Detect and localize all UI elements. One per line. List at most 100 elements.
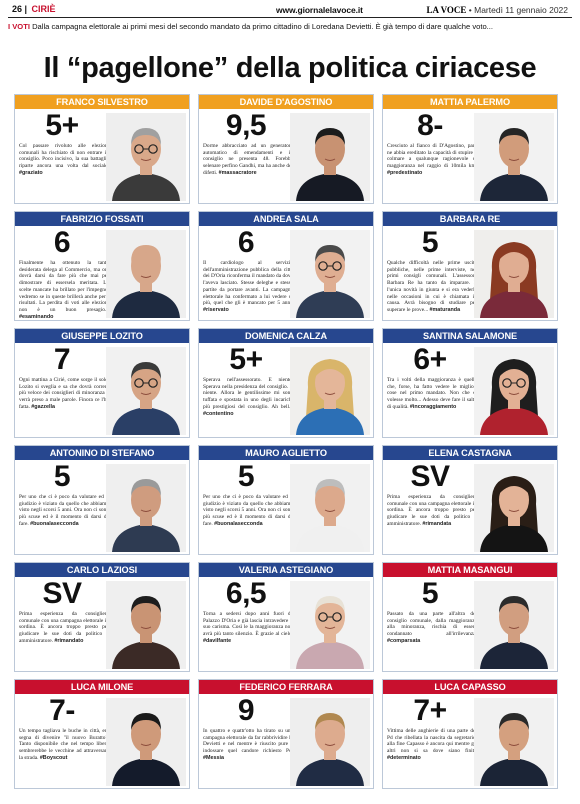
grade-score: 9,5: [225, 109, 267, 142]
grade-score: 7+: [413, 694, 447, 727]
grade-score: SV: [42, 577, 82, 610]
photo-frame: [290, 698, 370, 786]
politician-name: ANDREA SALA: [199, 212, 373, 226]
review-text: Ogni mattina a Cirié, come sorge il sole…: [19, 377, 109, 410]
portrait-photo: [106, 230, 186, 318]
photo-frame: [290, 113, 370, 201]
politician-card: MATTIA MASANGUI 5 Passato da una parte all…: [382, 562, 558, 672]
portrait-photo: [474, 113, 554, 201]
photo-frame: [106, 347, 186, 435]
photo-frame: [106, 113, 186, 201]
review-hashtag: #davilfante: [203, 637, 232, 644]
photo-frame: [474, 698, 554, 786]
politician-card: FRANCO SILVESTRO 5+ Col passare rivoluto a…: [14, 94, 190, 204]
review-text: Prima esperienza da consigliere comunale…: [387, 494, 477, 527]
grade-score: 5: [421, 226, 439, 259]
politician-card: ELENA CASTAGNA SV Prima esperienza da cons…: [382, 445, 558, 555]
review-hashtag: #rimandata: [422, 520, 452, 527]
review-text: Finalmente ha ottenuto la tanto desidera…: [19, 260, 109, 320]
photo-frame: [474, 230, 554, 318]
review-hashtag: #maturanda: [429, 306, 461, 313]
review-hashtag: #esaminando: [19, 313, 54, 320]
review-text: Vittima delle anghierie di una parte del…: [387, 728, 477, 761]
politician-card: MAURO AGLIETTO 5 Per uno che ci è poco da …: [198, 445, 374, 555]
site-url: www.giornalelavoce.it: [276, 5, 363, 15]
review-hashtag: #rimandato: [54, 637, 84, 644]
review-hashtag: #Boyscout: [39, 754, 68, 761]
photo-frame: [106, 230, 186, 318]
portrait-photo: [106, 698, 186, 786]
subtitle-text: Dalla campagna elettorale ai primi mesi …: [29, 22, 494, 31]
grade-score: 5+: [45, 109, 79, 142]
grade-score: 8-: [417, 109, 443, 142]
politician-card: MATTIA PALERMO 8- Cresciuto al fianco di D…: [382, 94, 558, 204]
politician-name: FEDERICO FERRARA: [199, 680, 373, 694]
review-hashtag: #predestinato: [387, 169, 423, 176]
politician-name: SANTINA SALAMONE: [383, 329, 557, 343]
politician-name: MAURO AGLIETTO: [199, 446, 373, 460]
grade-score: 6: [237, 226, 255, 259]
page-header: 26 | CIRIÈ www.giornalelavoce.it LA VOCE…: [0, 0, 580, 44]
photo-frame: [474, 581, 554, 669]
politician-card: DOMENICA CALZA 5+ Sperava nell'assessorato…: [198, 328, 374, 438]
review-text: Passato da una parte all'altra del consi…: [387, 611, 477, 644]
review-hashtag: #determinato: [387, 754, 421, 761]
politician-card: GIUSEPPE LOZITO 7 Ogni mattina a Cirié, co…: [14, 328, 190, 438]
grade-score: 6+: [413, 343, 447, 376]
header-bar: 26 | CIRIÈ www.giornalelavoce.it LA VOCE…: [8, 0, 572, 18]
photo-frame: [106, 464, 186, 552]
portrait-photo: [474, 347, 554, 435]
portrait-photo: [474, 464, 554, 552]
page-number: 26 | CIRIÈ: [12, 4, 56, 14]
politician-name: CARLO LAZIOSI: [15, 563, 189, 577]
politician-name: GIUSEPPE LOZITO: [15, 329, 189, 343]
review-hashtag: #graziato: [19, 169, 43, 176]
politician-name: LUCA MILONE: [15, 680, 189, 694]
paper-name: LA VOCE: [426, 5, 467, 15]
review-text: Il cardiologo al servizio dell'amministr…: [203, 260, 293, 313]
review-text: Qualche difficoltà nelle prime uscite pu…: [387, 260, 477, 313]
review-text: Torna a sedersi dopo anni fuori da Palaz…: [203, 611, 293, 644]
review-hashtag: #buonalasecconda: [30, 520, 79, 527]
politician-card: LUCA CAPASSO 7+ Vittima delle anghierie di…: [382, 679, 558, 789]
grade-score: 5+: [229, 343, 263, 376]
review-text: Un tempo tagliava le buche in città, era…: [19, 728, 109, 761]
politician-name: ANTONINO DI STEFANO: [15, 446, 189, 460]
photo-frame: [290, 347, 370, 435]
review-text: In quattro e quattr'otto ha tirato su un…: [203, 728, 293, 761]
portrait-photo: [474, 698, 554, 786]
subtitle-tag: I VOTI: [8, 22, 30, 31]
review-hashtag: #Messia: [203, 754, 224, 761]
politician-card: CARLO LAZIOSI SV Prima esperienza da consi…: [14, 562, 190, 672]
portrait-photo: [106, 581, 186, 669]
photo-frame: [290, 581, 370, 669]
site-text: www.giornalelavoce.it: [276, 5, 363, 15]
grade-score: 5: [237, 460, 255, 493]
politician-name: DAVIDE D'AGOSTINO: [199, 95, 373, 109]
politician-name: FABRIZIO FOSSATI: [15, 212, 189, 226]
portrait-photo: [290, 464, 370, 552]
portrait-photo: [474, 230, 554, 318]
review-hashtag: #comparsata: [387, 637, 421, 644]
review-hashtag: #riservato: [203, 306, 229, 313]
politician-card: FEDERICO FERRARA 9 In quattro e quattr'ott…: [198, 679, 374, 789]
review-hashtag: #incoraggiamento: [409, 403, 457, 410]
grade-score: 6: [53, 226, 71, 259]
review-text: Col passare rivoluto alle elezioni comun…: [19, 143, 109, 176]
politician-name: BARBARA RE: [383, 212, 557, 226]
review-hashtag: #massacratore: [218, 169, 257, 176]
date-text: Martedì 11 gennaio 2022: [474, 5, 568, 15]
grade-score: SV: [410, 460, 450, 493]
politician-card: FABRIZIO FOSSATI 6 Finalmente ha ottenuto …: [14, 211, 190, 321]
politician-card: ANDREA SALA 6 Il cardiologo al servizio de…: [198, 211, 374, 321]
portrait-photo: [290, 230, 370, 318]
politician-name: MATTIA PALERMO: [383, 95, 557, 109]
photo-frame: [474, 347, 554, 435]
paper-date: LA VOCE • Martedì 11 gennaio 2022: [426, 5, 568, 15]
portrait-photo: [290, 347, 370, 435]
politician-card: DAVIDE D'AGOSTINO 9,5 Dorme abbracciato ad…: [198, 94, 374, 204]
review-text: Prima esperienza da consigliere comunale…: [19, 611, 109, 644]
politician-card: VALERIA ASTEGIANO 6,5 Torna a sedersi dopo…: [198, 562, 374, 672]
grade-score: 6,5: [225, 577, 267, 610]
photo-frame: [106, 698, 186, 786]
